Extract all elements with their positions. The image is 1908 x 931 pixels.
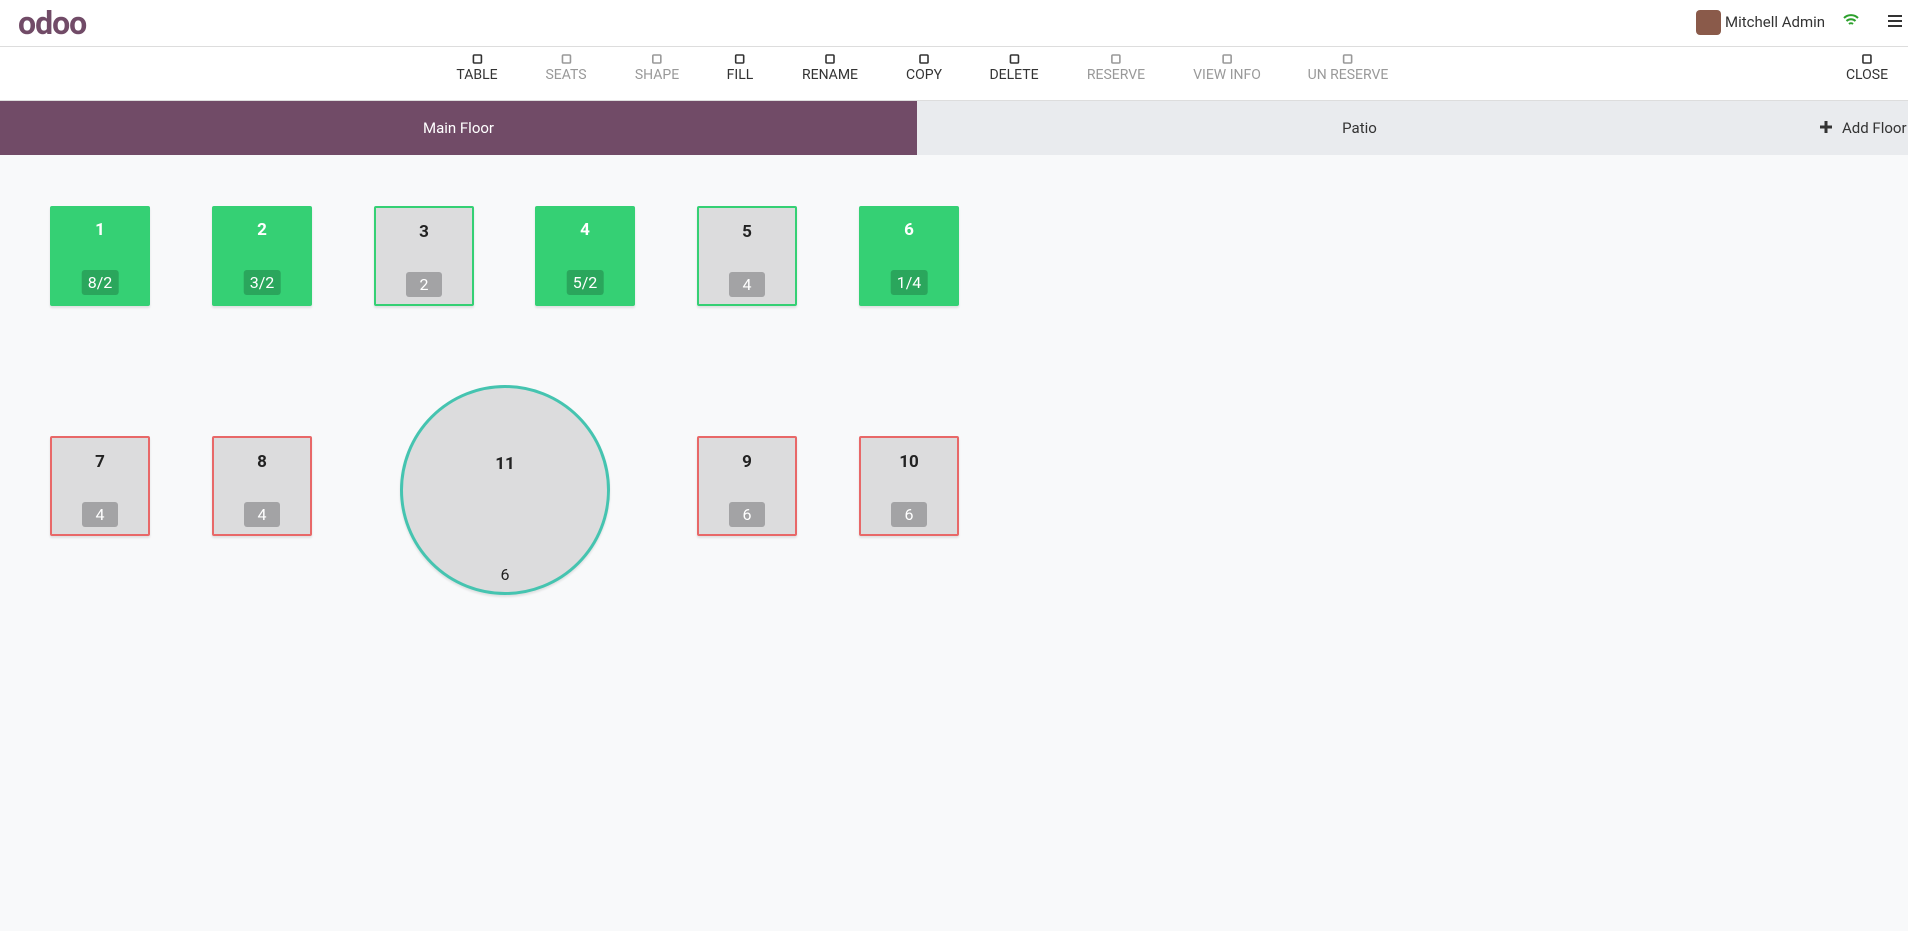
seat-badge: 2 — [406, 272, 442, 297]
toolbar-button[interactable]: CLOSE — [1846, 53, 1888, 83]
floor-tab[interactable]: Patio — [1342, 119, 1377, 137]
icon — [1111, 54, 1121, 64]
toolbar-button[interactable]: TABLE — [456, 53, 498, 83]
table[interactable]: 6 1/4 — [859, 206, 959, 306]
toolbar-label: RENAME — [801, 67, 859, 83]
table-name: 10 — [899, 452, 919, 472]
table-name: 2 — [257, 220, 267, 240]
icon — [1343, 54, 1353, 64]
seat-badge: 4 — [244, 502, 280, 527]
add-floor[interactable]: Add Floor — [1842, 119, 1907, 137]
toolbar-button[interactable]: SHAPE — [635, 53, 679, 83]
toolbar: TABLE SEATS SHAPE FILL RENAME COPY DELETE RESER… — [0, 47, 1908, 101]
toolbar-label: SEATS — [545, 67, 587, 83]
plus-icon — [1820, 121, 1832, 133]
table-name: 8 — [257, 452, 267, 472]
toolbar-label: TABLE — [456, 67, 498, 83]
icon — [919, 54, 929, 64]
table[interactable]: 10 6 — [859, 436, 959, 536]
toolbar-button[interactable]: RESERVE — [1087, 53, 1145, 83]
table-name: 6 — [904, 220, 914, 240]
icon — [472, 54, 482, 64]
seat-badge: 6 — [891, 502, 927, 527]
table[interactable]: 2 3/2 — [212, 206, 312, 306]
toolbar-label: RESERVE — [1086, 67, 1146, 83]
icon — [1009, 54, 1019, 64]
table[interactable]: 1 8/2 — [50, 206, 150, 306]
wifi-icon — [1843, 14, 1859, 25]
toolbar-label: DELETE — [989, 67, 1039, 83]
toolbar-label: SHAPE — [634, 67, 680, 83]
seat-badge: 4 — [729, 272, 765, 297]
seat-badge: 6 — [500, 565, 510, 584]
icon — [652, 54, 662, 64]
floor-tab[interactable]: Main Floor — [0, 101, 917, 155]
avatar[interactable] — [1696, 10, 1721, 35]
seat-badge: 8/2 — [81, 270, 119, 295]
table-name: 4 — [580, 220, 590, 240]
table-name: 9 — [742, 452, 752, 472]
icon — [1222, 54, 1232, 64]
top-bar: odoo Mitchell Admin — [0, 0, 1908, 47]
toolbar-label: COPY — [906, 67, 942, 83]
table[interactable]: 4 5/2 — [535, 206, 635, 306]
icon — [1862, 54, 1872, 64]
toolbar-button[interactable]: SEATS — [545, 53, 587, 83]
floor-tabs: Main Floor Patio — [0, 101, 1908, 155]
icon — [825, 54, 835, 64]
table[interactable]: 11 6 — [400, 385, 610, 595]
seat-badge: 4 — [82, 502, 118, 527]
toolbar-label: VIEW INFO — [1193, 67, 1261, 83]
toolbar-label: FILL — [726, 67, 754, 83]
user-name[interactable]: Mitchell Admin — [1725, 13, 1826, 31]
toolbar-button[interactable]: COPY — [906, 53, 942, 83]
toolbar-button[interactable]: FILL — [726, 53, 754, 83]
table-name: 5 — [742, 222, 752, 242]
menu-icon[interactable] — [1888, 15, 1902, 27]
toolbar-label: CLOSE — [1845, 67, 1889, 83]
seat-badge: 1/4 — [890, 270, 928, 295]
toolbar-button[interactable]: DELETE — [989, 53, 1039, 83]
seat-badge: 3/2 — [243, 270, 281, 295]
seat-badge: 5/2 — [566, 270, 604, 295]
seat-badge: 6 — [729, 502, 765, 527]
table-name: 7 — [95, 452, 105, 472]
brand-logo[interactable]: odoo — [18, 4, 87, 42]
toolbar-button[interactable]: UN RESERVE — [1307, 53, 1389, 83]
toolbar-button[interactable]: VIEW INFO — [1193, 53, 1261, 83]
table-name: 11 — [495, 454, 515, 474]
table-name: 1 — [95, 220, 105, 240]
icon — [561, 54, 571, 64]
toolbar-button[interactable]: RENAME — [802, 53, 858, 83]
icon — [735, 54, 745, 64]
table-name: 3 — [419, 222, 429, 242]
toolbar-label: UN RESERVE — [1307, 67, 1389, 83]
